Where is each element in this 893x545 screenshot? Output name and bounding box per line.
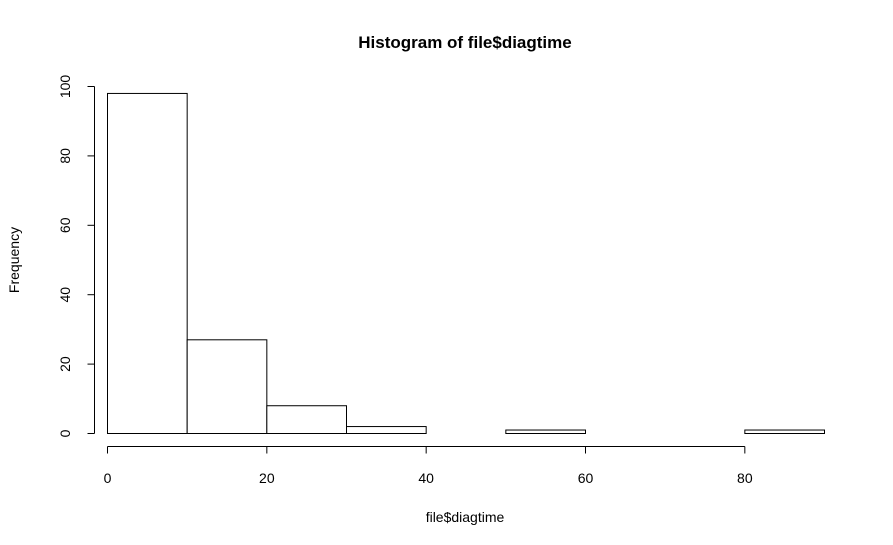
histogram-bar — [266, 405, 348, 434]
x-tick-label: 80 — [737, 470, 753, 486]
x-axis-title: file$diagtime — [426, 509, 505, 525]
chart-title: Histogram of file$diagtime — [358, 33, 571, 52]
x-tick-label: 0 — [104, 470, 112, 486]
y-tick-label: 80 — [57, 148, 73, 164]
y-axis-title: Frequency — [6, 227, 22, 293]
y-tick-label: 60 — [57, 217, 73, 233]
x-tick-label: 40 — [418, 470, 434, 486]
x-tick-label: 20 — [259, 470, 275, 486]
histogram-bar — [505, 429, 587, 434]
histogram-bar — [107, 92, 188, 434]
histogram-bar — [346, 426, 427, 434]
x-axis: 0 20 40 60 80 — [104, 446, 753, 486]
y-tick-label: 40 — [57, 287, 73, 303]
y-tick-label: 0 — [57, 429, 73, 437]
histogram-bar — [186, 339, 268, 434]
histogram-bar — [744, 429, 825, 434]
y-axis: 0 20 40 60 80 100 — [57, 75, 95, 437]
x-tick-label: 60 — [578, 470, 594, 486]
y-tick-label: 100 — [57, 75, 73, 99]
y-tick-label: 20 — [57, 356, 73, 372]
bars-layer — [107, 92, 825, 434]
